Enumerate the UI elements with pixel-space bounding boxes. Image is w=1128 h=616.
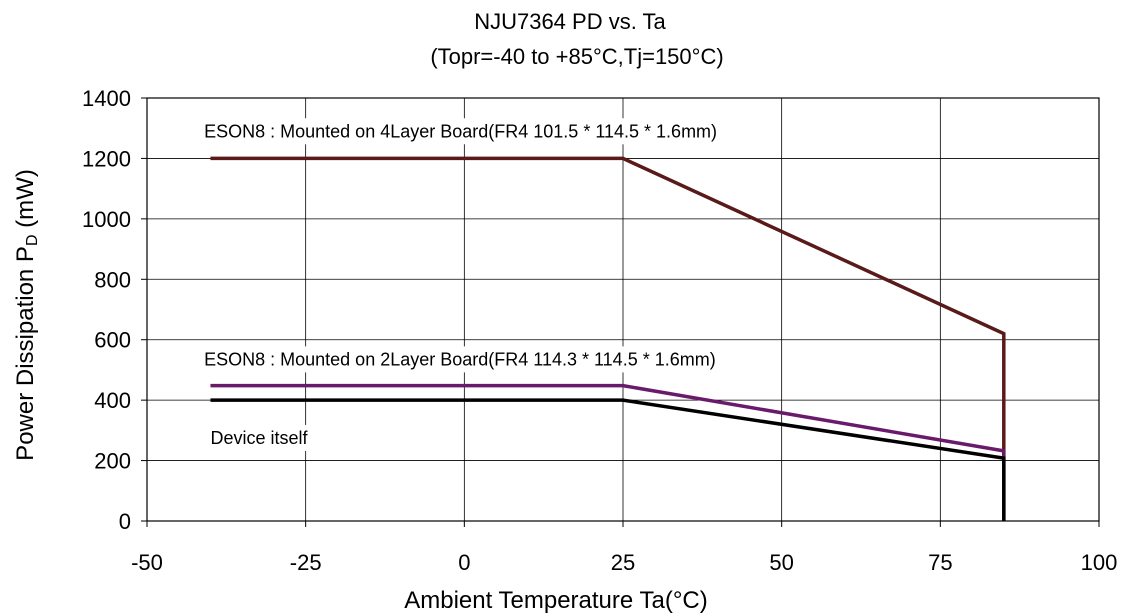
y-tick-label: 1400 (82, 86, 131, 111)
y-axis-label-subscript: D (24, 234, 41, 246)
series-line-2 (210, 383, 1006, 521)
annotation-background (206, 424, 313, 451)
y-axis-label-unit: (mW) (12, 169, 39, 234)
plot-area: -50 -25 0 25 50 75 100020040060080010001200140… (82, 86, 1117, 575)
y-tick-label: 1200 (82, 146, 131, 171)
series-line-3 (210, 398, 1006, 521)
x-tick-label: -50 (131, 550, 163, 575)
x-axis-label: Ambient Temperature Ta(°C) (404, 587, 708, 614)
y-tick-label: 1000 (82, 207, 131, 232)
y-tick-label: 800 (94, 267, 131, 292)
y-axis-label-main: Power Dissipation P (12, 246, 39, 461)
x-tick-label: 50 (769, 550, 793, 575)
annotation-background (200, 346, 720, 373)
series-line-1 (210, 156, 1006, 521)
chart-subtitle: (Topr=-40 to +85°C,Tj=150°C) (430, 44, 723, 69)
y-axis-label: Power Dissipation PD (mW) (12, 169, 41, 461)
x-tick-label: 75 (928, 550, 952, 575)
chart-title: NJU7364 PD vs. Ta (474, 9, 666, 34)
annotation-label: Device itself (210, 428, 308, 448)
annotation-label: ESON8 : Mounted on 4Layer Board(FR4 101.… (204, 121, 717, 141)
y-tick-label: 400 (94, 388, 131, 413)
y-tick-label: 0 (119, 509, 131, 534)
x-tick-label: 25 (611, 550, 635, 575)
annotation-background (200, 118, 722, 145)
x-tick-label: 100 (1081, 550, 1118, 575)
x-tick-label: 0 (458, 550, 470, 575)
x-tick-label: -25 (290, 550, 322, 575)
annotation-label: ESON8 : Mounted on 2Layer Board(FR4 114.… (204, 349, 716, 369)
y-tick-label: 600 (94, 328, 131, 353)
y-tick-label: 200 (94, 449, 131, 474)
